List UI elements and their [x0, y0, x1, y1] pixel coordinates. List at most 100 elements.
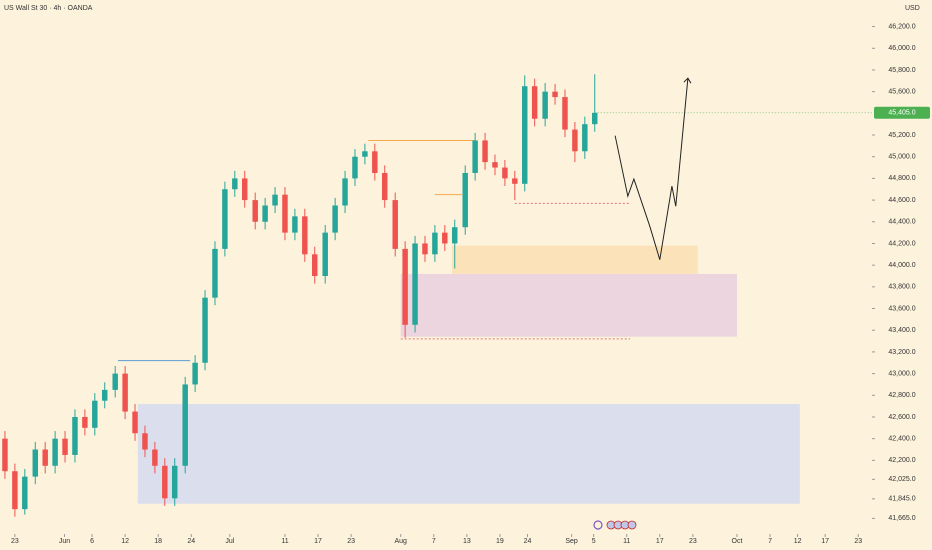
- candle-body: [62, 438, 68, 455]
- candle-body: [142, 433, 148, 450]
- y-tick-label: 43,800.0: [888, 284, 915, 291]
- y-tick-label: 44,400.0: [888, 219, 915, 226]
- candle-body: [212, 248, 218, 298]
- projection-path: [614, 78, 689, 260]
- candle-body: [582, 124, 588, 152]
- candle-body: [422, 243, 428, 255]
- candle-body: [32, 449, 39, 477]
- candle-body: [522, 86, 528, 184]
- candle-body: [462, 172, 468, 228]
- x-tick-label: Jul: [225, 538, 234, 545]
- y-tick-label: 43,400.0: [888, 327, 915, 334]
- y-tick-label: 43,000.0: [888, 370, 915, 377]
- candle-body: [252, 200, 258, 222]
- icon: [593, 520, 603, 530]
- x-tick-label: Oct: [732, 538, 743, 545]
- y-tick-label: 42,025.0: [888, 476, 915, 483]
- candle-body: [412, 243, 418, 325]
- y-tick-label: 42,400.0: [888, 436, 915, 443]
- x-tick-label: 6: [90, 538, 94, 545]
- y-tick-label: 42,800.0: [888, 392, 915, 399]
- candle-body: [82, 416, 88, 428]
- y-tick-label: 42,600.0: [888, 414, 915, 421]
- candle-body: [322, 232, 328, 276]
- candle-body: [392, 200, 398, 249]
- y-tick-label: 41,845.0: [888, 496, 915, 503]
- candle-body: [12, 471, 18, 510]
- candle-body: [442, 232, 448, 244]
- x-tick-label: Sep: [565, 538, 578, 545]
- x-tick-label: Jun: [59, 538, 70, 545]
- x-tick-label: 7: [768, 538, 772, 545]
- x-tick-label: 19: [496, 538, 504, 545]
- candle-body: [432, 232, 438, 255]
- candle-body: [42, 449, 48, 466]
- candle-body: [262, 205, 268, 222]
- candle-body: [352, 156, 358, 179]
- candle-body: [402, 248, 408, 325]
- y-tick-label: 43,200.0: [888, 349, 915, 356]
- x-tick-label: 17: [314, 538, 322, 545]
- y-tick-label: 45,000.0: [888, 154, 915, 161]
- candle-body: [342, 178, 348, 206]
- x-tick-label: 17: [821, 538, 829, 545]
- x-tick-label: Aug: [394, 538, 407, 545]
- x-tick-label: 11: [281, 538, 288, 545]
- zone: [400, 273, 737, 337]
- event-icons: [593, 520, 637, 530]
- candle-body: [202, 297, 208, 363]
- candle-body: [472, 140, 478, 173]
- candle-body: [242, 178, 248, 201]
- candle-body: [282, 194, 288, 233]
- y-tick-label: 42,200.0: [888, 457, 915, 464]
- y-tick-label: 46,000.0: [888, 45, 915, 52]
- candle-body: [272, 194, 278, 206]
- icon: [627, 520, 637, 530]
- y-tick-label: 45,200.0: [888, 132, 915, 139]
- x-tick-label: 12: [794, 538, 802, 545]
- x-tick-label: 24: [524, 538, 532, 545]
- candle-body: [572, 129, 578, 152]
- last-price-label: 45,405.0: [888, 110, 915, 117]
- candle-body: [72, 416, 78, 455]
- candle-body: [2, 438, 8, 472]
- candle-body: [302, 216, 308, 255]
- x-tick-label: 24: [187, 538, 195, 545]
- candle-body: [101, 389, 108, 401]
- y-tick-label: 43,600.0: [888, 305, 915, 312]
- candle-body: [92, 400, 98, 428]
- candle-body: [512, 178, 518, 184]
- candle-body: [152, 449, 158, 466]
- x-tick-label: 23: [347, 538, 355, 545]
- candle-body: [562, 97, 568, 130]
- x-tick-label: 18: [154, 538, 162, 545]
- candle-body: [482, 140, 488, 163]
- candle-body: [452, 227, 458, 244]
- candle-body: [552, 91, 558, 98]
- candle-body: [22, 476, 28, 510]
- candle-body: [292, 216, 298, 233]
- candle-body: [372, 151, 378, 173]
- x-tick-label: 7: [432, 538, 436, 545]
- candle-body: [122, 373, 128, 412]
- y-tick-label: 44,000.0: [888, 262, 915, 269]
- y-tick-label: 46,200.0: [888, 23, 915, 30]
- x-tick-label: 13: [463, 538, 471, 545]
- arrow-head: [683, 77, 692, 84]
- candle-body: [232, 178, 238, 190]
- candle-body: [531, 86, 538, 119]
- candle-body: [52, 438, 58, 466]
- candle-body: [112, 373, 118, 390]
- candle-body: [162, 465, 168, 499]
- x-tick-label: 5: [592, 538, 596, 545]
- y-tick-label: 44,600.0: [888, 197, 915, 204]
- candle-body: [222, 189, 228, 249]
- x-tick-label: 11: [623, 538, 630, 545]
- y-tick-label: 44,800.0: [888, 175, 915, 182]
- y-tick-label: 41,665.0: [888, 515, 915, 522]
- candle-body: [502, 167, 508, 179]
- candle-body: [542, 91, 548, 119]
- candle-body: [382, 172, 388, 201]
- candle-body: [362, 151, 368, 157]
